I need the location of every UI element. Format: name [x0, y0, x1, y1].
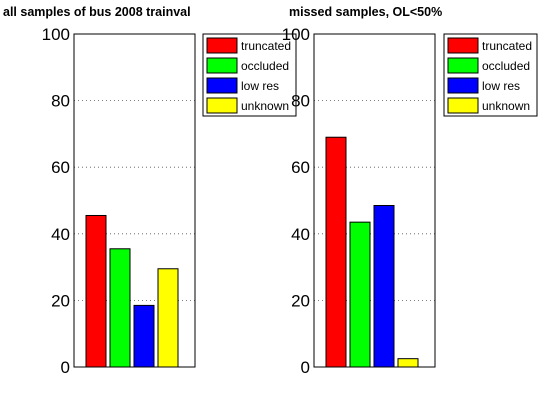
left-legend-label-unknown: unknown — [241, 99, 289, 113]
left-y-tick-100: 100 — [42, 25, 70, 44]
right-y-tick-60: 60 — [291, 158, 310, 177]
right-legend-swatch-truncated — [447, 37, 479, 54]
right-legend-label-occluded: occluded — [482, 59, 530, 73]
left-y-tick-40: 40 — [51, 225, 70, 244]
left-legend-swatch-unknown — [206, 97, 238, 114]
left-chart: all samples of bus 2008 trainval 0 20 40 60… — [3, 5, 297, 377]
left-plot-frame — [73, 33, 196, 368]
right-y-tick-0: 0 — [301, 358, 310, 377]
right-chart-title: missed samples, OL<50% — [289, 5, 442, 19]
right-plot-frame — [313, 33, 436, 368]
right-y-tick-40: 40 — [291, 225, 310, 244]
right-y-tick-labels: 0 20 40 60 80 100 — [282, 25, 310, 377]
left-bar-occluded — [109, 248, 131, 368]
right-legend-label-unknown: unknown — [482, 99, 530, 113]
left-bar-unknown — [157, 268, 179, 368]
right-legend-label-low-res: low res — [482, 79, 520, 93]
right-y-tick-100: 100 — [282, 25, 310, 44]
right-legend-swatch-unknown — [447, 97, 479, 114]
right-chart: missed samples, OL<50% 0 20 40 60 80 100 trun… — [282, 5, 538, 377]
right-legend-label-truncated: truncated — [482, 39, 532, 53]
right-legend: truncated occluded low res unknown — [443, 33, 538, 117]
left-bars — [85, 214, 179, 368]
left-legend-swatch-occluded — [206, 57, 238, 74]
left-y-tick-80: 80 — [51, 92, 70, 111]
right-y-tick-20: 20 — [291, 291, 310, 310]
right-bar-truncated — [325, 136, 347, 368]
right-bar-occluded — [349, 221, 371, 368]
left-legend-swatch-low-res — [206, 77, 238, 94]
left-y-tick-labels: 0 20 40 60 80 100 — [42, 25, 70, 377]
left-y-tick-0: 0 — [61, 358, 70, 377]
right-legend-swatch-occluded — [447, 57, 479, 74]
right-legend-swatch-low-res — [447, 77, 479, 94]
right-y-tick-80: 80 — [291, 92, 310, 111]
left-legend-swatch-truncated — [206, 37, 238, 54]
left-legend: truncated occluded low res unknown — [202, 33, 297, 117]
right-bar-unknown — [397, 358, 419, 368]
left-y-tick-60: 60 — [51, 158, 70, 177]
left-bar-truncated — [85, 214, 107, 368]
left-legend-label-low-res: low res — [241, 79, 279, 93]
left-bar-low-res — [133, 304, 155, 368]
right-bar-low-res — [373, 204, 395, 368]
left-chart-title: all samples of bus 2008 trainval — [3, 5, 191, 19]
left-y-tick-20: 20 — [51, 291, 70, 310]
right-bars — [325, 136, 419, 368]
left-legend-label-truncated: truncated — [241, 39, 291, 53]
left-legend-label-occluded: occluded — [241, 59, 289, 73]
